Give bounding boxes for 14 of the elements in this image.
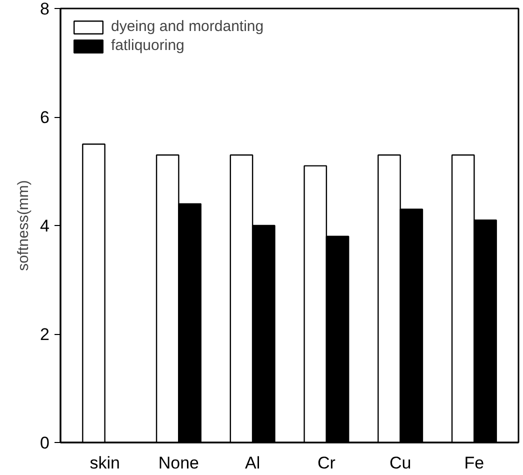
x-tick-label: Cr [317,454,336,472]
x-tick-label: Al [245,454,260,472]
y-tick-label: 6 [40,108,50,127]
y-tick-label: 4 [40,216,50,236]
legend-label: fatliquoring [111,37,184,54]
y-tick-label: 8 [40,0,50,18]
x-tick-label: Cu [389,454,412,472]
y-axis-title: softness(mm) [15,180,32,271]
y-tick-label: 0 [40,434,50,452]
x-tick-label: skin [90,454,120,472]
y-tick-label: 2 [40,325,50,344]
legend-label: dyeing and mordanting [111,18,264,35]
x-tick-label: None [158,454,200,472]
x-tick-label: Fe [464,454,484,472]
